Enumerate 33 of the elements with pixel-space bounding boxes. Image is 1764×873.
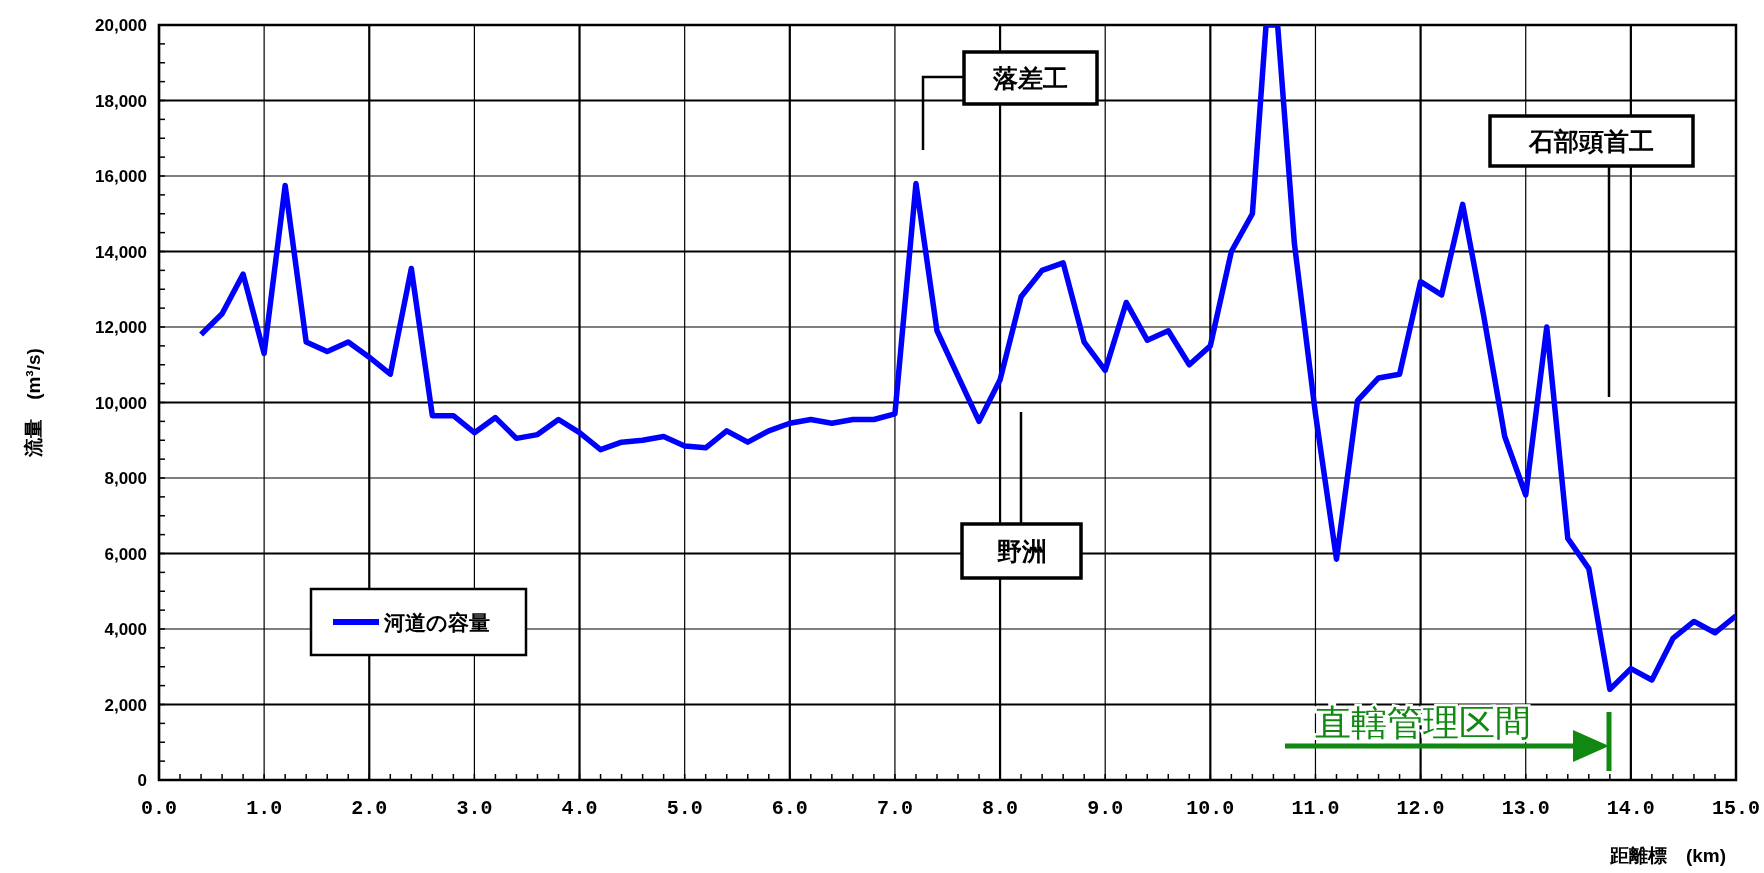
y-tick-label: 12,000 [95,318,147,337]
y-tick-label: 14,000 [95,242,147,262]
x-tick-label: 9.0 [1087,797,1124,820]
x-tick-label: 8.0 [982,797,1019,820]
y-tick-label: 4,000 [104,620,147,639]
y-tick-label: 10,000 [95,393,147,413]
annotation: 野洲 [996,537,1047,565]
annotation: 落差工 [992,64,1068,92]
y-tick-label: 20,000 [95,16,147,35]
x-tick-label: 2.0 [351,797,388,820]
x-tick-label: 3.0 [456,797,493,820]
x-tick-label: 7.0 [876,797,913,820]
x-tick-label: 0.0 [140,797,178,820]
x-axis-title: 距離標 (km) [1608,845,1726,866]
y-tick-label: 16,000 [95,167,147,186]
y-tick-label: 2,000 [104,695,147,715]
y-tick-label: 0 [137,771,147,790]
x-tick-label: 6.0 [771,797,808,820]
y-tick-label: 18,000 [95,91,147,111]
x-tick-label: 10.0 [1186,797,1235,820]
x-tick-label: 12.0 [1396,797,1445,820]
x-tick-label: 14.0 [1606,797,1655,820]
y-tick-label: 6,000 [104,544,147,564]
x-tick-label: 11.0 [1291,797,1340,820]
x-tick-label: 1.0 [246,797,283,820]
y-axis-title: 流量 (m³/s) [23,348,44,458]
x-tick-label: 15.0 [1711,797,1761,820]
x-tick-label: 4.0 [561,797,598,820]
annotation: 石部頭首工 [1528,127,1654,155]
y-tick-label: 8,000 [104,469,147,488]
x-tick-label: 5.0 [666,797,703,820]
legend-label: 河道の容量 [383,611,490,634]
x-tick-label: 13.0 [1501,797,1550,820]
